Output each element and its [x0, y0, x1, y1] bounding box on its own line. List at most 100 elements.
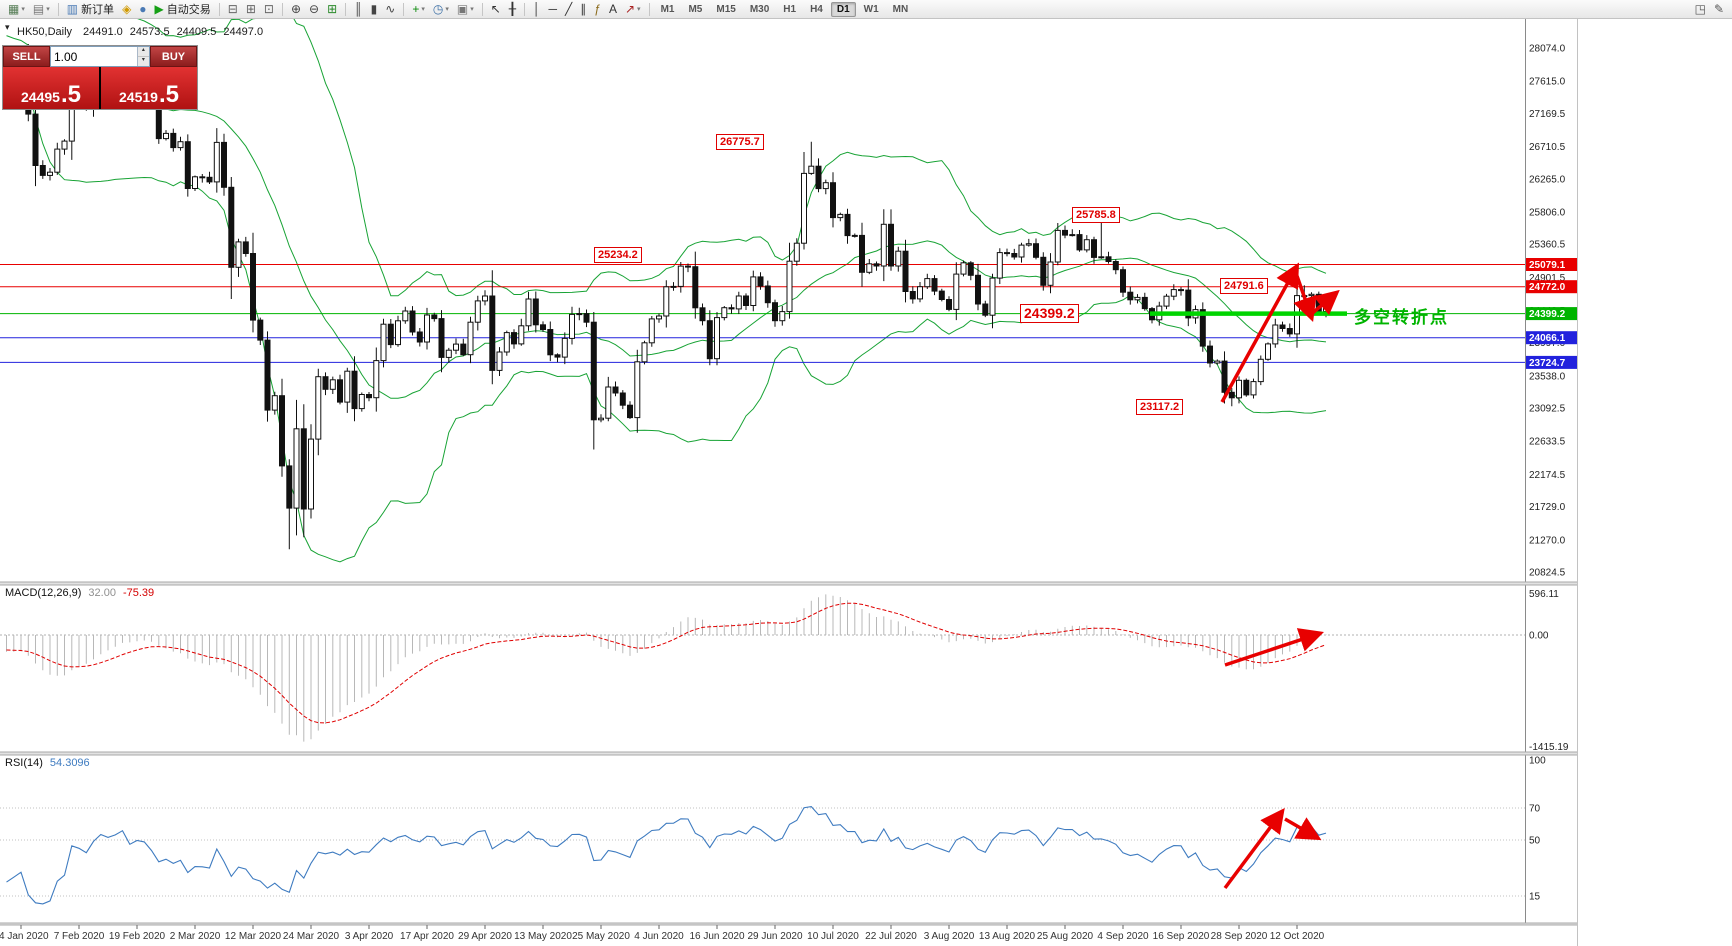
- price-axis-label: 26710.5: [1529, 142, 1566, 153]
- price-axis[interactable]: 28074.0 27615.0 27169.5 26710.5 26265.0 25806…: [1525, 19, 1578, 925]
- object-list-button[interactable]: ⊡: [260, 0, 278, 19]
- price-annotation[interactable]: 24791.6: [1220, 278, 1268, 294]
- panel-divider[interactable]: [0, 581, 1578, 586]
- bar-chart-icon: ║: [354, 1, 363, 16]
- date-axis-label: 24 Mar 2020: [283, 931, 340, 942]
- toolbar-separator: [481, 2, 483, 16]
- buy-button[interactable]: BUY: [150, 46, 197, 67]
- indicators-button[interactable]: + ▾: [408, 0, 429, 19]
- panel-divider[interactable]: [0, 751, 1578, 756]
- price-axis-label: 22174.5: [1529, 470, 1566, 481]
- line-chart-button[interactable]: ∿: [381, 0, 399, 19]
- new-order-button[interactable]: ▥ 新订单: [63, 0, 118, 19]
- timeframe-m5[interactable]: M5: [688, 3, 703, 15]
- zoom-out-button[interactable]: ⊖: [305, 0, 323, 19]
- ohlc-high: 24573.5: [129, 26, 170, 38]
- zoom-out-icon: ⊖: [309, 1, 320, 16]
- metaeditor-button[interactable]: ◈: [118, 0, 135, 19]
- macd-histogram: [6, 594, 1327, 742]
- trend-arrow: [1284, 817, 1322, 841]
- indicators-icon: +: [412, 1, 420, 16]
- volume-box: ▴ ▾: [50, 46, 150, 67]
- autotrading-button[interactable]: ▶ 自动交易: [151, 0, 215, 19]
- horizontal-line-icon: ─: [548, 1, 558, 16]
- tile-windows-button[interactable]: ⊞: [323, 0, 341, 19]
- data-window-button[interactable]: ⊞: [242, 0, 260, 19]
- trend-arrows[interactable]: [1220, 262, 1340, 890]
- toolbar-separator: [403, 2, 405, 16]
- vertical-line-button[interactable]: │: [529, 0, 545, 19]
- macd-axis-label: 0.00: [1529, 631, 1549, 642]
- timeframe-m15[interactable]: M15: [716, 3, 736, 15]
- arrows-button[interactable]: ↗ ▾: [621, 0, 645, 19]
- periods-button[interactable]: ◷ ▾: [429, 0, 453, 19]
- timeframe-m1[interactable]: M1: [660, 3, 675, 15]
- window-arrange-icon[interactable]: ◳: [1691, 0, 1710, 19]
- timeframe-d1[interactable]: D1: [830, 1, 856, 17]
- fibonacci-button[interactable]: ƒ: [590, 0, 605, 19]
- timeframe-h4[interactable]: H4: [810, 3, 823, 15]
- volume-input[interactable]: [51, 47, 137, 66]
- bar-chart-button[interactable]: ║: [350, 0, 367, 19]
- price-axis-label: 27169.5: [1529, 109, 1566, 120]
- toolbar-separator: [218, 2, 220, 16]
- macd-axis-label: -1415.19: [1529, 742, 1569, 753]
- trendline-icon: ╱: [565, 1, 573, 16]
- vertical-line-icon: │: [533, 1, 541, 16]
- sell-price-fraction: .5: [60, 80, 81, 108]
- text-button[interactable]: A: [605, 0, 621, 19]
- chart-background: [0, 19, 1578, 946]
- candlestick-chart-button[interactable]: ▮: [367, 0, 382, 19]
- one-click-collapse-button[interactable]: ▾: [5, 23, 10, 32]
- trend-arrow: [1293, 275, 1317, 322]
- volume-decrease-button[interactable]: ▾: [137, 57, 149, 66]
- rsi-name: RSI(14): [5, 757, 43, 769]
- profiles-button[interactable]: ▤ ▾: [29, 0, 54, 19]
- date-axis-label: 17 Apr 2020: [400, 931, 454, 942]
- periods-icon: ◷: [432, 1, 444, 16]
- price-annotation[interactable]: 25785.8: [1072, 207, 1120, 223]
- price-axis-label: 24901.5: [1529, 273, 1566, 284]
- trendline-button[interactable]: ╱: [561, 0, 576, 19]
- object-list-icon: ⊡: [263, 1, 274, 16]
- profiles-icon: ▤: [32, 1, 45, 16]
- panel-divider[interactable]: [0, 922, 1578, 926]
- timeframe-mn[interactable]: MN: [892, 3, 909, 15]
- price-axis-label: 28074.0: [1529, 44, 1566, 55]
- crosshair-button[interactable]: ╂: [505, 0, 520, 19]
- date-axis-label: 3 Aug 2020: [924, 931, 975, 942]
- date-axis-label: 16 Jun 2020: [689, 931, 744, 942]
- timeframe-w1[interactable]: W1: [863, 3, 879, 15]
- cursor-button[interactable]: ↖: [487, 0, 505, 19]
- edit-icon[interactable]: ✎: [1710, 0, 1728, 19]
- rsi-axis-label: 50: [1529, 836, 1541, 847]
- rsi-panel[interactable]: 100 70 50 15: [0, 756, 1546, 905]
- price-annotation[interactable]: 24399.2: [1020, 304, 1079, 323]
- new-chart-button[interactable]: ▦ ▾: [4, 0, 29, 19]
- window-arrange-icon: ◳: [1694, 1, 1706, 16]
- channel-button[interactable]: ∥: [576, 0, 590, 19]
- sell-button[interactable]: SELL: [3, 46, 50, 67]
- zoom-in-button[interactable]: ⊕: [287, 0, 305, 19]
- timeframe-m30[interactable]: M30: [749, 3, 770, 15]
- volume-increase-button[interactable]: ▴: [137, 47, 149, 57]
- metaeditor-icon: ◈: [122, 1, 132, 16]
- add-indicator-window-button[interactable]: ⊟: [224, 0, 242, 19]
- macd-panel[interactable]: 596.11 0.00 -1415.19: [0, 589, 1569, 753]
- buy-price-tile[interactable]: 24519.5: [101, 67, 197, 109]
- timeframe-h1[interactable]: H1: [783, 3, 797, 15]
- price-axis-label: 26265.0: [1529, 174, 1566, 185]
- ohlc-low: 24409.5: [176, 26, 217, 38]
- price-annotation[interactable]: 26775.7: [716, 134, 764, 150]
- ohlc-open: 24491.0: [83, 26, 123, 38]
- price-annotation[interactable]: 25234.2: [594, 247, 642, 263]
- community-button[interactable]: ●: [135, 0, 150, 19]
- sell-price-tile[interactable]: 24495.5: [3, 67, 99, 109]
- horizontal-line-button[interactable]: ─: [545, 0, 562, 19]
- date-axis[interactable]: 24 Jan 2020 7 Feb 2020 19 Feb 2020 2 Mar 20…: [0, 925, 1325, 942]
- templates-button[interactable]: ▣ ▾: [453, 0, 478, 19]
- price-annotation[interactable]: 23117.2: [1136, 399, 1184, 415]
- date-axis-label: 19 Feb 2020: [109, 931, 166, 942]
- toolbar-separator: [57, 2, 59, 16]
